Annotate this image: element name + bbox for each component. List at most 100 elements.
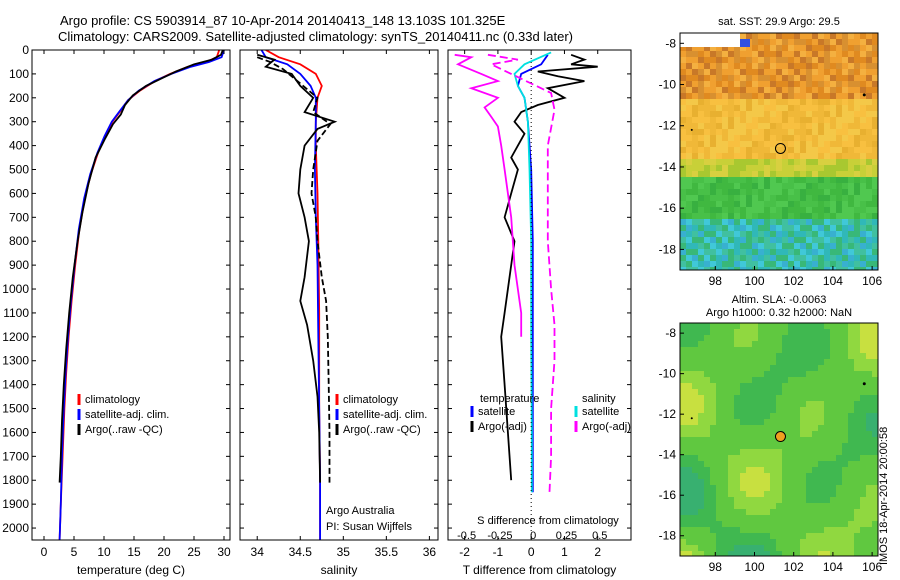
depth-tick-label-12: 1200 (2, 330, 29, 344)
salinity-annotation-0: Argo Australia (326, 505, 395, 517)
temperature-legend-label-0: climatology (85, 394, 141, 406)
sst-map-cells (680, 33, 878, 270)
temperature-series-2 (58, 50, 224, 483)
map1-dot-east (862, 382, 866, 386)
sla-map-cells (680, 323, 878, 556)
temperature-series-1 (58, 50, 225, 540)
difference-series-1 (500, 53, 598, 481)
depth-tick-label-3: 300 (9, 115, 29, 129)
salinity-annotation-1: PI: Susan Wijffels (326, 521, 412, 533)
map1-xtick-label-3: 104 (823, 560, 843, 574)
map0-xtick-label-1: 100 (744, 274, 764, 288)
difference-xtick-label-4: 2 (594, 545, 601, 559)
salinity-legend-label-0: climatology (343, 394, 399, 406)
map1-argo-marker (774, 431, 786, 443)
map1-xtick-label-0: 98 (709, 560, 723, 574)
depth-tick-label-18: 1800 (2, 473, 29, 487)
map1-ytick-label-4: -16 (659, 488, 677, 502)
map0-ytick-label-4: -16 (659, 201, 677, 215)
depth-tick-label-8: 800 (9, 234, 29, 248)
salinity-xtick-label-0: 34 (251, 545, 265, 559)
map0-xtick-label-0: 98 (709, 274, 723, 288)
salinity-xtick-label-2: 35 (337, 545, 351, 559)
map0-xtick-label-4: 106 (862, 274, 882, 288)
difference-legend-temp-title: temperature (480, 393, 539, 405)
difference-axes-frame (447, 49, 632, 541)
depth-tick-label-11: 1100 (3, 306, 29, 320)
salinity-series-0 (265, 50, 323, 540)
difference-legend-sal-label-0: satellite (582, 406, 619, 418)
temperature-xtick-label-6: 30 (217, 545, 231, 559)
salinity-xtick-label-4: 36 (423, 545, 437, 559)
depth-tick-label-14: 1400 (2, 378, 29, 392)
difference-xtick-label-2: 0 (528, 545, 535, 559)
temperature-xtick-label-4: 20 (157, 545, 171, 559)
depth-tick-label-9: 900 (9, 258, 29, 272)
depth-tick-label-10: 1000 (2, 282, 29, 296)
map1-ytick-label-1: -10 (659, 367, 677, 381)
salinity-legend-label-2: Argo(..raw -QC) (343, 424, 421, 436)
difference-top-xtick-label-4: 0.5 (592, 530, 607, 542)
sst-map-nodata (680, 33, 740, 47)
difference-top-xtick-label-3: 0.25 (556, 530, 577, 542)
depth-tick-label-15: 1500 (2, 402, 29, 416)
salinity-legend-label-1: satellite-adj. clim. (343, 409, 427, 421)
sst-map-cloud (740, 39, 750, 47)
map0-argo-marker (774, 142, 786, 154)
difference-xtick-label-3: 1 (561, 545, 568, 559)
salinity-series-1 (260, 50, 322, 540)
map1-xtick-label-2: 102 (784, 560, 804, 574)
salinity-xtick-label-1: 34.5 (289, 545, 313, 559)
map0-ytick-label-5: -18 (659, 242, 677, 256)
imos-credit: IMOS 18-Apr-2014 20:00:58 (878, 426, 890, 565)
map1-ytick-label-0: -8 (665, 326, 676, 340)
map0-dot-west (690, 128, 693, 131)
map1-ytick-label-5: -18 (659, 529, 677, 543)
map0-xtick-label-3: 104 (823, 274, 843, 288)
map1-xtick-label-1: 100 (744, 560, 764, 574)
temperature-xtick-label-1: 5 (71, 545, 78, 559)
difference-xtick-label-0: -2 (459, 545, 470, 559)
temperature-xtick-label-3: 15 (127, 545, 141, 559)
difference-top-xtick-label-1: -0.25 (487, 530, 512, 542)
temperature-xlabel: temperature (deg C) (77, 563, 185, 577)
sst-map-title: sat. SST: 29.9 Argo: 29.5 (718, 16, 840, 28)
sla-map-title: Altim. SLA: -0.0063 (732, 294, 827, 306)
difference-legend-sal-label-1: Argo(-adj) (582, 421, 631, 433)
sla-map-subtitle: Argo h1000: 0.32 h2000: NaN (706, 307, 852, 319)
chart-title-line2: Climatology: CARS2009. Satellite-adjuste… (58, 29, 573, 44)
temperature-legend-label-2: Argo(..raw -QC) (85, 424, 163, 436)
difference-xtick-label-1: -1 (493, 545, 504, 559)
chart-title-line1: Argo profile: CS 5903914_87 10-Apr-2014 … (60, 13, 506, 28)
depth-tick-label-5: 500 (9, 163, 29, 177)
difference-legend-temp-label-0: satellite (478, 406, 515, 418)
difference-xlabel: T difference from climatology (463, 563, 617, 577)
depth-tick-label-19: 1900 (2, 497, 29, 511)
map0-dot-east (862, 93, 866, 97)
difference-top-xtick-label-2: 0 (530, 530, 536, 542)
map0-ytick-label-3: -14 (659, 160, 677, 174)
temperature-legend-label-1: satellite-adj. clim. (85, 409, 169, 421)
depth-tick-label-16: 1600 (2, 425, 29, 439)
temperature-series-0 (58, 50, 221, 540)
depth-tick-label-6: 600 (9, 186, 29, 200)
map1-ytick-label-2: -12 (659, 407, 677, 421)
depth-tick-label-20: 2000 (2, 521, 29, 535)
map1-ytick-label-3: -14 (659, 448, 677, 462)
salinity-xlabel: salinity (321, 563, 358, 577)
temperature-xtick-label-0: 0 (41, 545, 48, 559)
temperature-xtick-label-5: 25 (187, 545, 201, 559)
depth-tick-label-0: 0 (22, 43, 29, 57)
map0-ytick-label-0: -8 (665, 36, 676, 50)
difference-top-xtick-label-0: -0.5 (457, 530, 476, 542)
map1-dot-west (690, 417, 693, 420)
difference-series-2 (513, 51, 552, 493)
depth-tick-label-4: 400 (9, 139, 29, 153)
temperature-xtick-label-2: 10 (97, 545, 111, 559)
difference-top-xlabel: S difference from climatology (477, 515, 619, 527)
difference-legend-sal-title: salinity (582, 393, 616, 405)
temperature-axes-frame (31, 49, 231, 541)
difference-series-3 (454, 53, 523, 337)
salinity-series-2 (256, 53, 338, 483)
